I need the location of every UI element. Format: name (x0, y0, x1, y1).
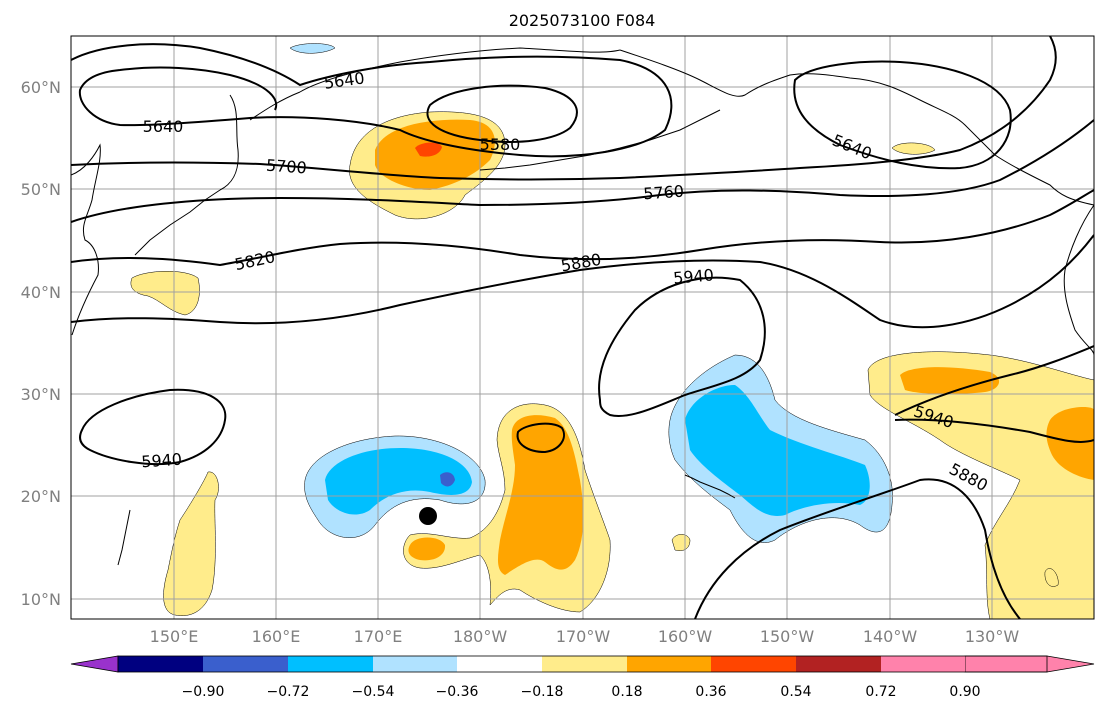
contour-5760 (71, 119, 1094, 223)
lon-label-150w: 150°W (760, 627, 815, 646)
colorbar-bin-6 (542, 656, 627, 672)
lat-label-40n: 40°N (21, 283, 61, 302)
lon-label-130w: 130°W (965, 627, 1020, 646)
lon-label-160e: 160°E (252, 627, 301, 646)
colorbar-tick-label: −0.54 (352, 684, 395, 700)
contour-label-5940-west: 5940 (141, 450, 183, 472)
marianas-islands (117, 509, 131, 566)
lon-label-150e: 150°E (150, 627, 199, 646)
positive-anomaly-spot-3 (891, 142, 936, 155)
contour-5820 (71, 189, 1094, 267)
contour-label-5700: 5700 (265, 156, 307, 178)
colorbar-bin-2 (203, 656, 288, 672)
positive-anomaly-spot-1 (671, 534, 691, 551)
contour-5700 (71, 36, 1057, 181)
positive-anomaly-west (130, 271, 200, 316)
positive-anomaly-east-core2 (1046, 407, 1094, 480)
lat-label-10n: 10°N (21, 590, 61, 609)
negative-anomaly-west-peak (440, 472, 455, 487)
colorbar-tick-label: 0.54 (780, 684, 811, 700)
colorbar-tick-label: 0.72 (865, 684, 896, 700)
longitude-labels: 150°E 160°E 170°E 180°W 170°W 160°W 150°… (150, 627, 1020, 646)
positive-anomaly-central-core (497, 415, 584, 575)
hawaii-islands (684, 474, 736, 499)
lon-label-160w: 160°W (658, 627, 713, 646)
colorbar-tick-label: −0.90 (182, 684, 225, 700)
colorbar-bin-5 (457, 656, 542, 672)
colorbar-bin-1 (118, 656, 203, 672)
contour-5880-north (71, 234, 1094, 329)
lon-label-140w: 140°W (863, 627, 918, 646)
positive-anomaly-southwest (163, 471, 219, 616)
contour-5640-east (793, 60, 1012, 170)
asia-coastline (71, 143, 101, 336)
positive-anomaly-east (867, 351, 1094, 619)
anomaly-shading (130, 43, 1094, 619)
colorbar-tick-label: 0.18 (611, 684, 642, 700)
positive-anomaly-spot-2 (1044, 568, 1059, 587)
negative-anomaly-spot-north (289, 43, 336, 54)
gridlines (71, 36, 1094, 619)
colorbar-tick-labels: −0.90 −0.72 −0.54 −0.36 −0.18 0.18 0.36 … (182, 684, 981, 700)
colorbar-extend-right (964, 655, 1095, 673)
map-frame (70, 35, 1095, 620)
colorbar: −0.90 −0.72 −0.54 −0.36 −0.18 0.18 0.36 … (70, 655, 1095, 700)
colorbar-outline (117, 655, 1048, 673)
contour-5940-small (516, 422, 565, 454)
map-area: 5640 5640 5580 5700 5760 5820 5880 5940 … (71, 36, 1094, 619)
contour-5640-main (71, 43, 673, 158)
storm-center-dot (419, 507, 437, 525)
colorbar-tick-label: 0.90 (949, 684, 980, 700)
lat-label-20n: 20°N (21, 487, 61, 506)
colorbar-tick-label: −0.72 (267, 684, 310, 700)
colorbar-bin-4 (373, 656, 457, 672)
colorbar-tick-label: −0.36 (436, 684, 479, 700)
contour-5880-east (694, 478, 1021, 619)
latitude-labels: 60°N 50°N 40°N 30°N 20°N 10°N (21, 78, 61, 609)
colorbar-bin-9 (796, 656, 881, 672)
colorbar-tick-label: −0.18 (521, 684, 564, 700)
lon-label-170e: 170°E (354, 627, 403, 646)
contour-5940-east-lower (894, 418, 1094, 443)
lon-label-170w: 170°W (556, 627, 611, 646)
contour-label-5760: 5760 (643, 182, 685, 204)
colorbar-bin-7 (627, 656, 711, 672)
contour-label-5580: 5580 (480, 135, 521, 154)
negative-anomaly-west-core (325, 448, 472, 515)
lat-label-30n: 30°N (21, 385, 61, 404)
north-america-coastline (1063, 204, 1094, 356)
lat-label-60n: 60°N (21, 78, 61, 97)
positive-anomaly-central-south (408, 537, 446, 561)
height-contours (71, 36, 1094, 619)
positive-anomaly-east-core (900, 367, 1000, 395)
colorbar-extend-left (70, 655, 119, 673)
colorbar-bin-8 (711, 656, 796, 672)
coastlines (71, 47, 1094, 566)
colorbar-bin-10 (881, 656, 965, 672)
lat-label-50n: 50°N (21, 180, 61, 199)
chukotka-coastline (299, 47, 621, 93)
contour-5580 (426, 84, 578, 143)
negative-anomaly-east-core (685, 385, 870, 516)
map-title: 2025073100 F084 (509, 11, 656, 30)
positive-anomaly-north-peak (415, 142, 442, 157)
lon-label-180w: 180°W (453, 627, 508, 646)
contour-label-5940-center: 5940 (672, 265, 714, 287)
alaska-coastline (619, 49, 1094, 206)
colorbar-tick-label: 0.36 (695, 684, 726, 700)
contour-5940-east (894, 345, 1094, 416)
colorbar-bin-3 (288, 656, 373, 672)
contour-5940-west (79, 388, 227, 466)
contour-5940-center (598, 276, 766, 417)
kuril-islands (134, 189, 221, 256)
contour-label-5640-west: 5640 (143, 117, 184, 136)
